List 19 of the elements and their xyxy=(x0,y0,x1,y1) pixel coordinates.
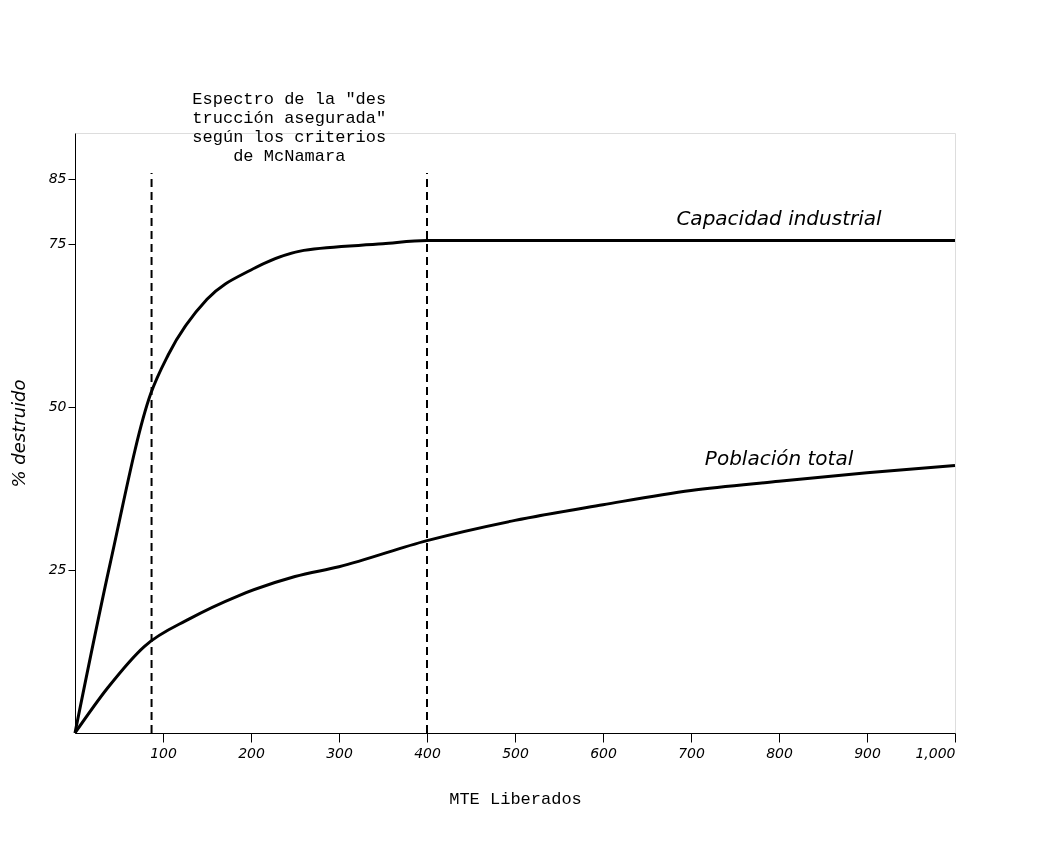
x-tick-label: 700 xyxy=(678,744,705,761)
y-tick-label: 25 xyxy=(48,561,67,578)
x-tick-label: 400 xyxy=(414,744,441,761)
x-tick-label: 900 xyxy=(854,744,881,761)
series-label: Población total xyxy=(704,446,854,471)
y-tick-label: 75 xyxy=(48,235,67,252)
annotation: Espectro de la "des trucción asegurada" según los criterios de McNamara xyxy=(192,90,387,166)
y-tick-label: 85 xyxy=(48,170,67,187)
x-tick-label: 1,000 xyxy=(915,744,956,761)
x-tick-label: 100 xyxy=(150,744,177,761)
x-tick-label: 500 xyxy=(502,744,529,761)
x-tick-label: 800 xyxy=(766,744,793,761)
x-tick-label: 300 xyxy=(326,744,353,761)
x-tick-label: 200 xyxy=(238,744,265,761)
x-axis-title: MTE Liberados xyxy=(449,789,582,809)
x-tick-label: 600 xyxy=(590,744,617,761)
series-label: Capacidad industrial xyxy=(676,205,883,230)
y-axis-title: % destruido xyxy=(7,379,29,488)
y-tick-label: 50 xyxy=(48,398,67,415)
